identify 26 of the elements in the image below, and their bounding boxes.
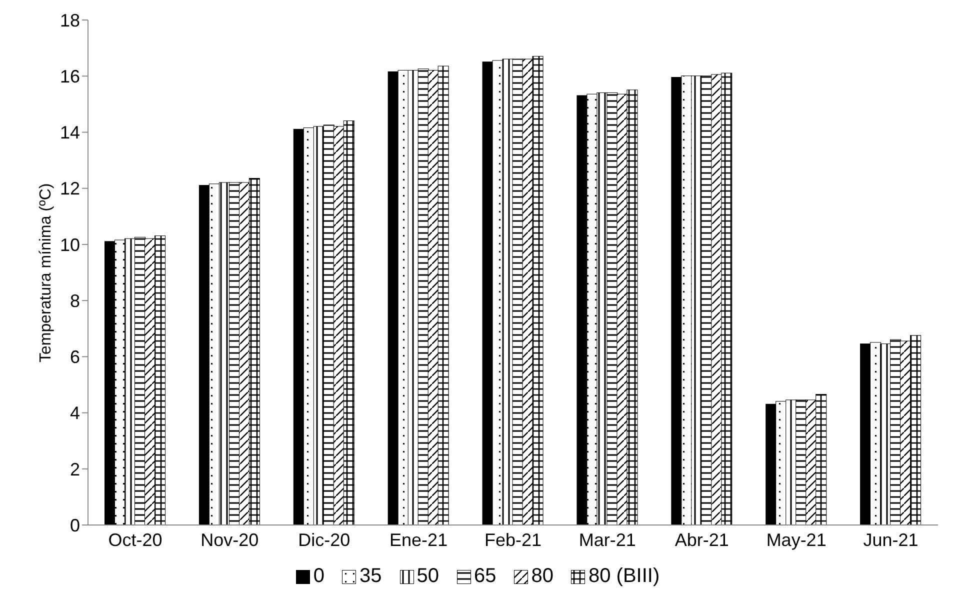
legend-label: 65 bbox=[474, 565, 496, 588]
y-tick-label: 2 bbox=[70, 459, 80, 480]
y-tick-label: 10 bbox=[60, 234, 80, 255]
x-tick-label: Oct-20 bbox=[108, 530, 162, 550]
legend-label: 0 bbox=[313, 565, 324, 588]
x-tick-label: Dic-20 bbox=[298, 530, 350, 550]
y-tick-label: 8 bbox=[70, 290, 80, 311]
y-tick-label: 4 bbox=[70, 403, 80, 424]
x-tick-label: Nov-20 bbox=[200, 530, 259, 550]
y-tick-label: 0 bbox=[70, 515, 80, 536]
y-tick-label: 16 bbox=[60, 66, 80, 86]
legend-label: 50 bbox=[416, 565, 439, 588]
x-tick-label: Ene-21 bbox=[390, 530, 448, 550]
y-tick-label: 14 bbox=[60, 122, 80, 143]
y-axis-title: Temperatura mínima (ºC) bbox=[38, 183, 55, 362]
x-tick-label: Mar-21 bbox=[578, 530, 636, 550]
x-tick-label: May-21 bbox=[766, 530, 826, 550]
legend-label: 35 bbox=[359, 565, 382, 588]
y-tick-label: 12 bbox=[60, 178, 80, 199]
y-tick-label: 6 bbox=[70, 347, 80, 368]
y-tick-label: 18 bbox=[60, 10, 80, 30]
x-tick-label: Abr-21 bbox=[674, 530, 729, 550]
legend-label: 80 (BIII) bbox=[588, 565, 660, 588]
x-tick-label: Jun-21 bbox=[863, 530, 918, 550]
x-tick-label: Feb-21 bbox=[484, 530, 542, 550]
legend-label: 80 bbox=[531, 565, 554, 588]
